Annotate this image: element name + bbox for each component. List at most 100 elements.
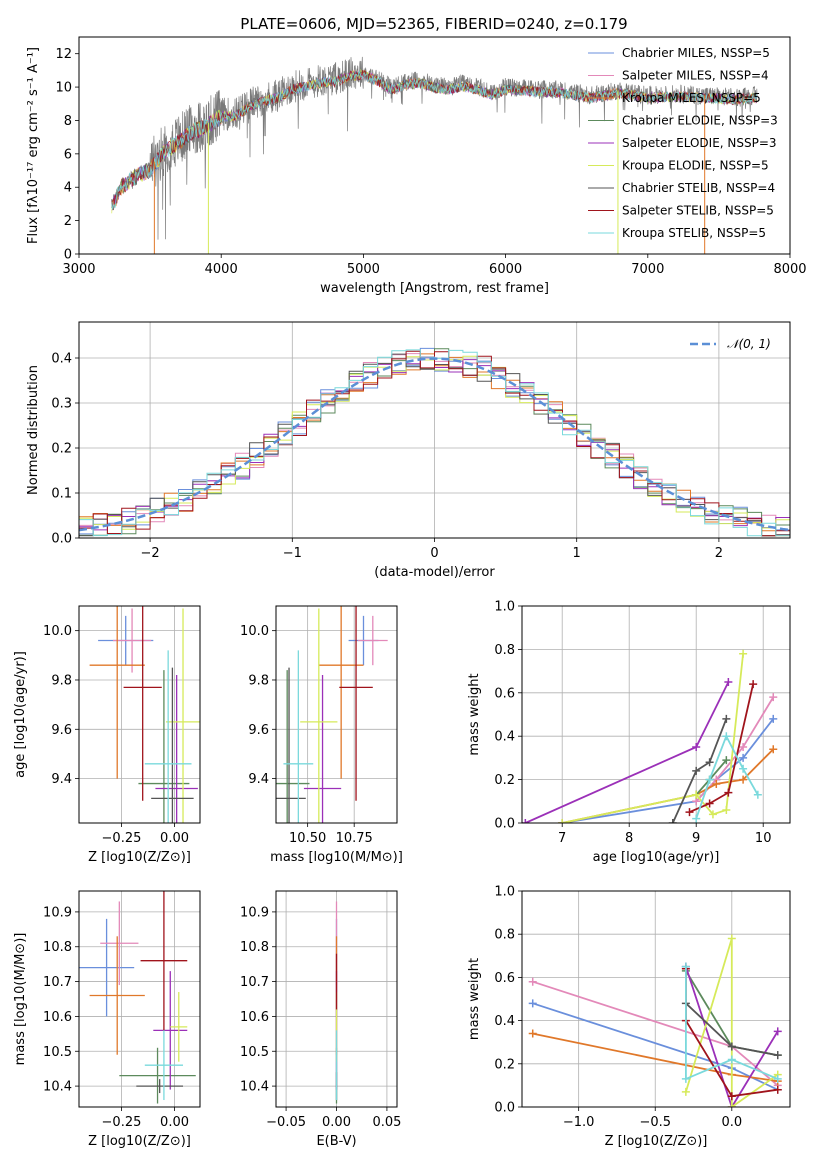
mass-weight-marker [769,693,778,702]
y-tick-label: 9.8 [248,673,269,688]
mass-weight-marker [522,819,530,823]
errorbar-plot-area [79,891,196,1104]
panel-1: −2 −1 0 1 2 0.0 0.1 0.2 0.3 0.4 (data-model)/error… [26,321,791,580]
mass-weight-marker [722,756,731,765]
panel-4: 7 8 9 10 0.0 0.2 0.4 0.6 0.8 1.0 age [log10(age/yr… [467,600,791,865]
y-tick-label: 0.4 [494,730,515,745]
y-tick-label: 0.3 [51,397,72,412]
mass-weight-marker [749,680,758,689]
x-tick-label: −0.05 [266,1115,306,1130]
legend-label: 𝒩(0, 1) [727,337,771,351]
y-tick-label: 0.0 [51,532,72,547]
weight-plot-area [528,934,782,1107]
errorbar-plot-area [89,606,200,823]
y-tick-label: 10.6 [240,1010,269,1025]
panel-6: −0.05 0.00 0.05 10.4 10.5 10.6 10.7 10.8 10.9 E(B… [240,890,401,1149]
y-tick-label: 6 [64,147,72,162]
legend-label: Chabrier ELODIE, NSSP=3 [622,114,778,128]
y-tick-label: 10.9 [43,905,72,920]
x-tick-label: 0 [430,546,438,561]
y-tick-label: 9.4 [248,772,269,787]
y-tick-label: 10.4 [43,1080,72,1095]
x-tick-label: 3000 [62,262,95,277]
normal-distribution-curve [79,357,790,532]
y-tick-label: 12 [55,47,72,62]
mass-weight-marker [681,962,690,971]
mass-weight-marker [739,764,748,773]
model-spectrum-line [111,70,758,210]
y-tick-label: 1.0 [494,600,515,615]
y-tick-label: 0.2 [51,442,72,457]
mass-weight-marker [705,758,714,767]
mass-weight-marker [724,788,733,797]
mass-weight-marker [705,799,714,808]
y-tick-label: 10.8 [43,940,72,955]
mass-weight-marker [727,1103,736,1107]
y-tick-label: 10.5 [240,1045,269,1060]
legend: 𝒩(0, 1) [690,337,771,351]
mass-weight-marker [705,775,714,784]
x-tick-label: 8 [625,831,633,846]
mass-weight-marker [712,779,721,788]
x-tick-label: 0.00 [160,1115,189,1130]
mass-weight-line [671,718,728,823]
x-tick-label: 0.0 [721,1115,742,1130]
x-tick-label: 7 [558,831,566,846]
x-tick-label: 10 [755,831,772,846]
y-tick-label: 9.6 [248,723,269,738]
mass-weight-marker [528,1029,537,1038]
mass-weight-marker [722,714,731,723]
x-tick-label: −0.5 [639,1115,671,1130]
axes-frame [78,605,201,824]
y-tick-label: 10.7 [240,975,269,990]
x-tick-label: −0.25 [102,1115,142,1130]
legend-label: Kroupa MILES, NSSP=5 [622,91,761,105]
x-axis-label: Z [log10(Z/Z⊙)] [88,1134,191,1149]
model-spectrum-line [111,70,758,211]
x-tick-label: −0.25 [102,831,142,846]
panel-0: 3000 4000 5000 6000 7000 8000 0 2 4 6 8 10 12 wavelen… [26,36,807,296]
x-tick-label: 0.05 [372,1115,401,1130]
y-tick-label: 0.4 [494,1014,515,1029]
x-tick-label: 5000 [347,262,380,277]
x-tick-label: 0.00 [322,1115,351,1130]
x-axis-label: wavelength [Angstrom, rest frame] [320,281,549,296]
y-tick-label: 8 [64,114,72,129]
x-tick-label: 2 [715,546,723,561]
mass-weight-marker [558,819,567,823]
y-tick-label: 10.0 [240,624,269,639]
axes-frame [78,321,791,539]
y-tick-label: 9.4 [51,772,72,787]
mass-weight-marker [681,1074,690,1083]
mass-weight-marker [727,1042,736,1051]
chart-title: PLATE=0606, MJD=52365, FIBERID=0240, z=0… [240,15,627,33]
legend-label: Kroupa STELIB, NSSP=5 [622,226,766,240]
y-tick-label: 1.0 [494,885,515,900]
x-axis-label: Z [log10(Z/Z⊙)] [88,850,191,865]
mass-weight-marker [739,775,748,784]
legend-label: Salpeter MILES, NSSP=4 [622,69,769,83]
y-tick-label: 10.5 [43,1045,72,1060]
panel-7: −1.0 −0.5 0.0 0.0 0.2 0.4 0.6 0.8 1.0 Z [log10(Z/… [467,885,791,1149]
x-tick-label: −1 [283,546,302,561]
panel-2: −0.25 0.00 9.4 9.6 9.8 10.0 Z [log10(Z/Z⊙)] age… [13,605,201,865]
y-tick-label: 10 [55,81,72,96]
y-tick-label: 0 [64,248,72,263]
spectrum-plot-area [111,56,758,254]
mass-weight-marker [753,790,762,799]
x-tick-label: 6000 [489,262,522,277]
legend-label: Salpeter STELIB, NSSP=5 [622,204,774,218]
axes-frame [78,36,791,255]
x-axis-label: E(B-V) [316,1134,356,1149]
y-tick-label: 0.8 [494,928,515,943]
y-tick-label: 0.0 [494,817,515,832]
mass-weight-marker [769,745,778,754]
mass-weight-marker [727,1055,736,1064]
x-axis-label: mass [log10(M/M⊙)] [270,850,403,865]
legend-label: Chabrier STELIB, NSSP=4 [622,181,775,195]
mass-weight-marker [724,677,733,686]
y-tick-label: 9.8 [51,673,72,688]
y-axis-label: age [log10(age/yr)] [13,651,28,778]
mass-weight-marker [685,808,694,817]
